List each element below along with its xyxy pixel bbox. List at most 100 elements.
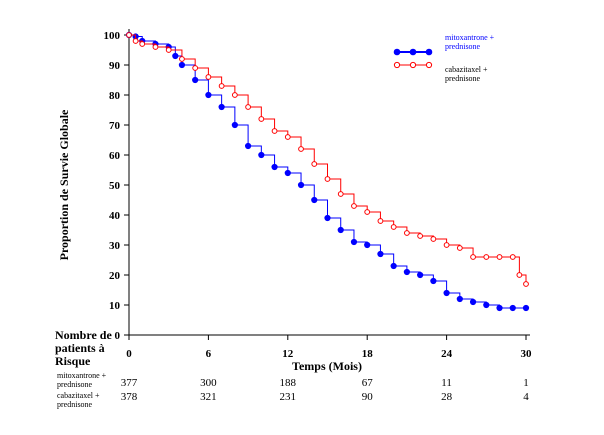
- data-point: [522, 304, 530, 312]
- legend-marker: [393, 61, 401, 69]
- data-point: [179, 56, 185, 62]
- risk-value: 11: [441, 377, 452, 389]
- data-point: [417, 271, 424, 279]
- y-tick-label: 100: [104, 30, 121, 42]
- data-point: [403, 268, 410, 276]
- data-point: [311, 161, 318, 167]
- data-point: [337, 191, 344, 197]
- data-point: [192, 76, 199, 84]
- x-tick-label: 12: [282, 348, 294, 360]
- chart-axes: 0 10 20 30 40 50 60 70 80 90 100 0 6 12 18 24 30 Temps (M…: [57, 29, 532, 373]
- y-tick-label: 80: [109, 90, 121, 102]
- data-point: [126, 32, 132, 38]
- x-tick-label: 6: [206, 348, 212, 360]
- legend-label: prednisone: [445, 42, 481, 51]
- risk-value: 90: [362, 391, 374, 403]
- data-point: [483, 301, 490, 309]
- data-point: [231, 121, 238, 129]
- data-point: [456, 295, 463, 303]
- data-point: [469, 298, 477, 306]
- data-point: [364, 241, 371, 249]
- legend-marker: [425, 61, 433, 69]
- data-point: [516, 272, 523, 278]
- data-point: [496, 304, 503, 312]
- legend-label: mitoxantrone +: [445, 33, 495, 42]
- data-point: [271, 163, 278, 171]
- risk-value: 231: [280, 391, 297, 403]
- data-point: [509, 304, 516, 312]
- data-point: [132, 38, 139, 44]
- risk-row-label: prednisone: [57, 380, 93, 389]
- x-tick-label: 30: [521, 348, 533, 360]
- data-point: [298, 146, 304, 152]
- data-point: [245, 104, 252, 110]
- risk-value: 188: [280, 377, 297, 389]
- data-point: [139, 41, 146, 47]
- data-point: [417, 233, 424, 239]
- data-point: [152, 44, 159, 50]
- data-point: [165, 47, 172, 53]
- data-point: [377, 218, 384, 224]
- chart-series: [125, 31, 530, 312]
- data-point: [377, 250, 384, 258]
- data-point: [178, 61, 186, 69]
- data-point: [430, 236, 437, 242]
- risk-value: 377: [121, 377, 138, 389]
- data-point: [443, 289, 450, 297]
- data-point: [324, 176, 331, 182]
- data-point: [284, 169, 291, 177]
- data-point: [297, 181, 305, 189]
- data-point: [231, 92, 238, 98]
- y-tick-label: 70: [109, 120, 121, 132]
- risk-table-title: Nombre de: [55, 328, 112, 342]
- data-point: [218, 103, 225, 111]
- x-axis-title: Temps (Mois): [292, 359, 362, 373]
- y-tick-label: 10: [109, 300, 121, 312]
- y-tick-label: 0: [115, 330, 121, 342]
- legend-marker: [409, 48, 417, 56]
- legend-marker: [393, 48, 401, 56]
- risk-value: 67: [362, 377, 374, 389]
- risk-value: 378: [121, 391, 138, 403]
- risk-value: 300: [200, 377, 217, 389]
- y-tick-label: 20: [109, 270, 121, 282]
- data-point: [470, 254, 476, 260]
- risk-value: 28: [441, 391, 453, 403]
- data-point: [351, 203, 357, 209]
- data-point: [271, 128, 278, 134]
- data-point: [390, 224, 397, 230]
- data-point: [284, 134, 291, 140]
- legend-marker: [409, 61, 417, 69]
- y-tick-label: 60: [109, 150, 121, 162]
- data-point: [483, 254, 490, 260]
- risk-value: 1: [523, 377, 529, 389]
- y-tick-label: 90: [109, 60, 121, 72]
- y-tick-label: 50: [109, 180, 121, 192]
- data-point: [443, 242, 450, 248]
- risk-row-label: mitoxantrone +: [57, 371, 107, 380]
- data-point: [311, 196, 318, 204]
- data-point: [337, 226, 344, 234]
- x-tick-label: 0: [126, 348, 132, 360]
- data-point: [390, 262, 397, 270]
- legend-label: prednisone: [445, 74, 481, 83]
- risk-value: 4: [523, 391, 529, 403]
- data-point: [456, 245, 463, 251]
- risk-value: 321: [200, 391, 217, 403]
- data-point: [350, 238, 358, 246]
- data-point: [430, 277, 437, 285]
- x-tick-label: 18: [362, 348, 374, 360]
- data-point: [509, 254, 516, 260]
- data-point: [172, 52, 179, 60]
- risk-row-label: prednisone: [57, 400, 93, 409]
- risk-table-title: Risque: [55, 354, 91, 368]
- data-point: [324, 214, 331, 222]
- data-point: [258, 116, 265, 122]
- legend-marker: [425, 48, 433, 56]
- risk-row-label: cabazitaxel +: [57, 391, 100, 400]
- data-point: [404, 230, 410, 236]
- data-point: [496, 254, 503, 260]
- series-1: [126, 32, 529, 287]
